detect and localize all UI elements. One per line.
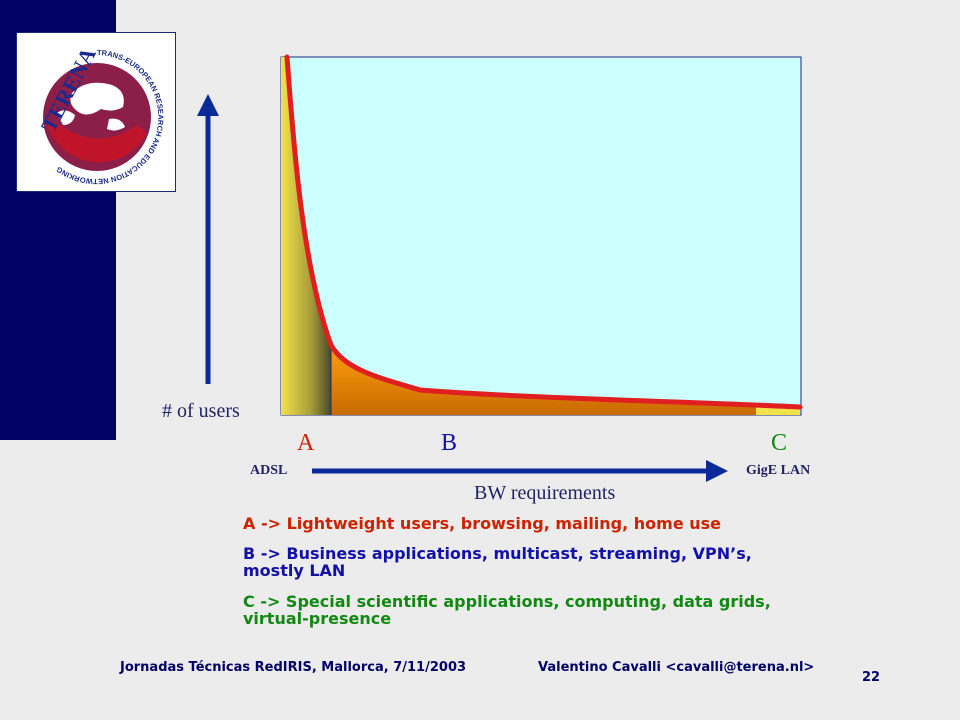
y-axis-arrow-head xyxy=(197,94,219,116)
segment-a-label: A xyxy=(297,430,315,456)
users-curve xyxy=(284,54,803,410)
x-axis-arrow-head xyxy=(706,460,728,482)
description-a: A -> Lightweight users, browsing, mailin… xyxy=(243,514,722,533)
description-b-line2: mostly LAN xyxy=(243,561,346,580)
x-axis-end-label: GigE LAN xyxy=(746,463,811,478)
terena-globe-icon: TERENA TRANS-EUROPEAN RESEARCH AND EDUCA… xyxy=(17,33,165,186)
description-b-line1: B -> Business applications, multicast, s… xyxy=(243,544,752,563)
description-c-line1: C -> Special scientific applications, co… xyxy=(243,592,771,611)
footer-event: Jornadas Técnicas RedIRIS, Mallorca, 7/1… xyxy=(120,660,467,675)
terena-logo: TERENA TRANS-EUROPEAN RESEARCH AND EDUCA… xyxy=(16,32,176,192)
x-axis-start-label: ADSL xyxy=(250,463,288,478)
segment-b-label: B xyxy=(441,430,458,456)
x-axis-label: BW requirements xyxy=(474,482,616,504)
segment-c-label: C xyxy=(771,430,788,456)
plot-area xyxy=(280,56,802,416)
page-number: 22 xyxy=(862,670,881,685)
y-axis-label: # of users xyxy=(162,400,240,422)
region-b xyxy=(331,345,756,415)
footer-author: Valentino Cavalli <cavalli@terena.nl> xyxy=(538,660,815,675)
description-c-line2: virtual-presence xyxy=(243,609,392,628)
